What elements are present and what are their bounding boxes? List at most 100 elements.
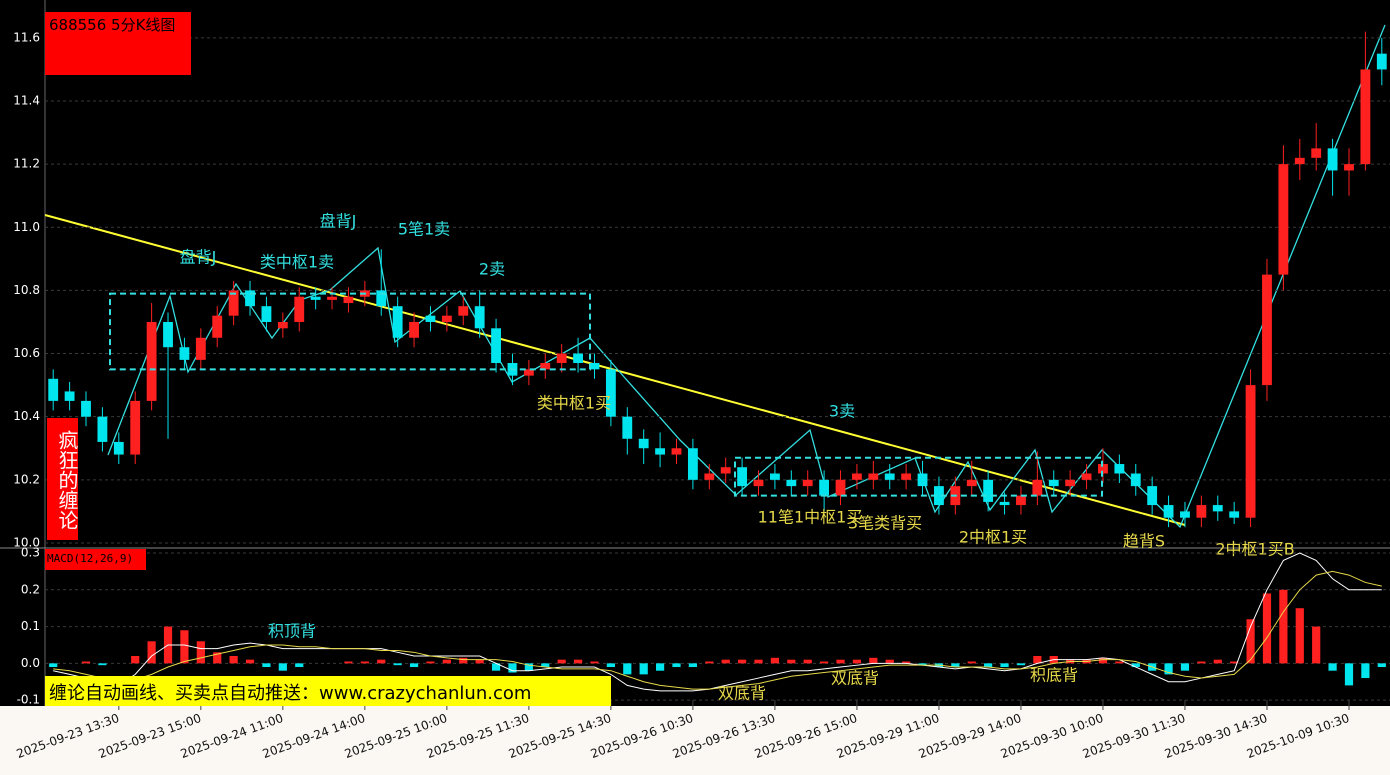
macd-bar <box>459 657 468 664</box>
candle-body <box>48 378 59 401</box>
candle-body <box>1180 511 1190 518</box>
y-tick-label: 10.8 <box>13 283 40 297</box>
macd-bar <box>1246 619 1255 664</box>
candle-body <box>64 391 75 401</box>
y-tick-label: 11.6 <box>13 30 40 44</box>
macd-bar <box>360 661 369 664</box>
candle-body <box>392 306 403 338</box>
macd-bar <box>377 659 386 664</box>
y-tick-label: 0.3 <box>21 546 40 560</box>
macd-bar <box>984 663 993 668</box>
candle-body <box>376 290 387 307</box>
macd-bar <box>902 661 911 664</box>
macd-bar <box>852 659 862 664</box>
candle-body <box>819 479 830 496</box>
macd-bar <box>524 663 533 671</box>
macd-bar <box>1279 589 1288 664</box>
candle-body <box>966 479 977 487</box>
candle-body <box>934 486 944 506</box>
macd-bar <box>1115 661 1124 664</box>
candle-body <box>1327 148 1338 171</box>
macd-bar <box>442 659 451 664</box>
candle-body <box>212 315 223 338</box>
candle-body <box>687 448 698 480</box>
candle-body <box>638 438 649 449</box>
macd-bar <box>98 663 107 666</box>
candle-body <box>523 369 534 376</box>
macd-line <box>53 570 1382 690</box>
macd-bar <box>508 663 517 673</box>
candle-body <box>1196 505 1207 518</box>
candle-body <box>868 473 879 480</box>
candle-body <box>1360 69 1371 165</box>
macd-bar <box>590 661 599 664</box>
candle-body <box>1098 464 1108 474</box>
macd-bar <box>147 641 156 664</box>
macd-bar <box>295 663 304 668</box>
annotation: 双底背 <box>831 669 879 688</box>
candle-body <box>130 400 141 455</box>
candle-body <box>1147 486 1158 506</box>
candle-body <box>81 400 91 417</box>
candle-body <box>1163 505 1174 518</box>
x-axis-band <box>0 706 1390 775</box>
candle-body <box>852 473 862 480</box>
macd-bar <box>180 630 189 664</box>
chart-title: 688556 5分K线图 <box>45 12 191 75</box>
annotation: 双底背 <box>718 684 766 703</box>
candle-body <box>556 353 567 364</box>
candle-body <box>327 296 337 300</box>
y-tick-label: 10.6 <box>13 346 40 360</box>
macd-bar <box>770 657 780 664</box>
macd-line <box>53 552 1382 692</box>
macd-bar <box>705 661 714 664</box>
macd-bar <box>918 663 927 666</box>
candle-body <box>1130 473 1141 487</box>
candle-body <box>769 473 780 480</box>
macd-bar <box>475 659 484 664</box>
macd-bar <box>278 663 287 671</box>
candle-body <box>802 479 813 487</box>
annotation: 盘背J <box>320 212 357 231</box>
annotation: 3卖 <box>829 402 855 421</box>
macd-bar <box>1230 661 1239 664</box>
side-label: 疯狂的缠论 <box>47 418 79 540</box>
candle-body <box>901 473 912 480</box>
macd-bar <box>229 655 238 664</box>
candle-body <box>245 290 255 307</box>
y-tick-label: 0.2 <box>21 582 40 596</box>
candle-body <box>540 363 551 370</box>
y-tick-label: 11.4 <box>13 94 40 108</box>
candle-body <box>261 306 272 322</box>
candle-body <box>458 306 469 316</box>
macd-bar <box>639 663 648 675</box>
y-tick-label: 0.0 <box>21 656 40 670</box>
macd-bar <box>81 661 91 664</box>
macd-bar <box>213 652 222 664</box>
macd-bar <box>1180 663 1190 671</box>
macd-bar <box>1344 663 1354 686</box>
candle-body <box>589 363 600 370</box>
y-tick-label: 0.1 <box>21 619 40 633</box>
macd-bar <box>1000 663 1009 668</box>
macd-bar <box>1328 663 1337 671</box>
candle-body <box>573 353 583 364</box>
annotation: 趋背S <box>1123 532 1165 551</box>
candle-body <box>1032 479 1043 496</box>
macd-bar <box>409 663 419 668</box>
candle-body <box>1114 464 1125 474</box>
candle-body <box>1245 385 1256 518</box>
y-tick-label: 10.2 <box>13 472 40 486</box>
annotation: 积顶背 <box>268 622 316 641</box>
macd-bar <box>1213 659 1222 664</box>
candle-body <box>310 296 321 300</box>
candle-body <box>884 473 895 480</box>
macd-bar <box>623 663 632 675</box>
macd-bar <box>1016 663 1026 666</box>
candle-body <box>1065 479 1076 487</box>
candle-body <box>491 328 501 364</box>
macd-bar <box>426 661 435 664</box>
macd-bar <box>721 659 730 664</box>
macd-bar <box>754 659 763 664</box>
